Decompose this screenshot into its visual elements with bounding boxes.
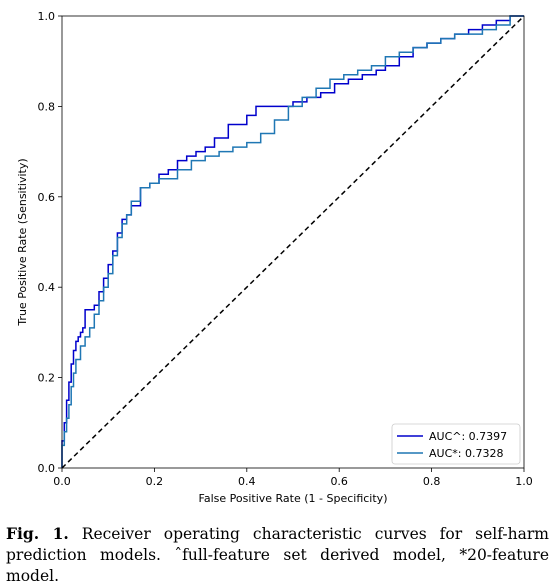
roc-chart: 0.0 0.2 0.4 0.6 0.8 1.0 0.0 0.2 0.4 0.6 0.8 1.0 Fals… (16, 10, 533, 505)
y-axis-label: True Positive Rate (Sensitivity) (16, 158, 29, 326)
x-tick-label: 0.2 (146, 475, 164, 488)
plot-frame (61, 15, 525, 469)
y-tick-label: 0.0 (38, 462, 56, 475)
y-tick-label: 0.2 (38, 372, 56, 385)
x-tick-label: 1.0 (515, 475, 533, 488)
y-tick-label: 0.6 (38, 191, 56, 204)
roc-curve-20-feature (61, 15, 524, 468)
x-tick-label: 0.4 (238, 475, 256, 488)
y-tick-label: 1.0 (38, 10, 56, 23)
caption-label: Fig. 1. (6, 524, 69, 543)
chart-svg: 0.0 0.2 0.4 0.6 0.8 1.0 0.0 0.2 0.4 0.6 0.8 1.0 Fals… (16, 10, 533, 505)
legend-label: AUC^: 0.7397 (429, 430, 507, 443)
x-axis-label: False Positive Rate (1 - Specificity) (199, 492, 388, 505)
figure-caption: Fig. 1. Receiver operating characteristi… (6, 523, 549, 587)
roc-curve-full-feature (61, 15, 524, 468)
caption-text: Receiver operating characteristic curves… (6, 525, 549, 585)
legend-label: AUC*: 0.7328 (429, 447, 503, 460)
legend-box (391, 423, 521, 465)
y-tick-label: 0.8 (38, 100, 56, 113)
y-tick-label: 0.4 (38, 281, 56, 294)
x-tick-label: 0.0 (53, 475, 71, 488)
chance-diagonal-line (61, 15, 525, 469)
x-tick-label: 0.6 (330, 475, 348, 488)
x-tick-label: 0.8 (423, 475, 441, 488)
